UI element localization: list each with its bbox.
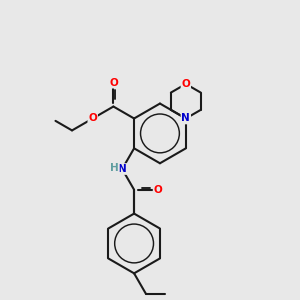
Text: O: O: [109, 78, 118, 88]
Text: O: O: [154, 185, 162, 195]
Text: O: O: [182, 79, 190, 89]
Text: O: O: [88, 113, 97, 124]
Text: N: N: [182, 113, 190, 124]
Text: N: N: [118, 164, 127, 174]
Text: H: H: [110, 164, 119, 173]
